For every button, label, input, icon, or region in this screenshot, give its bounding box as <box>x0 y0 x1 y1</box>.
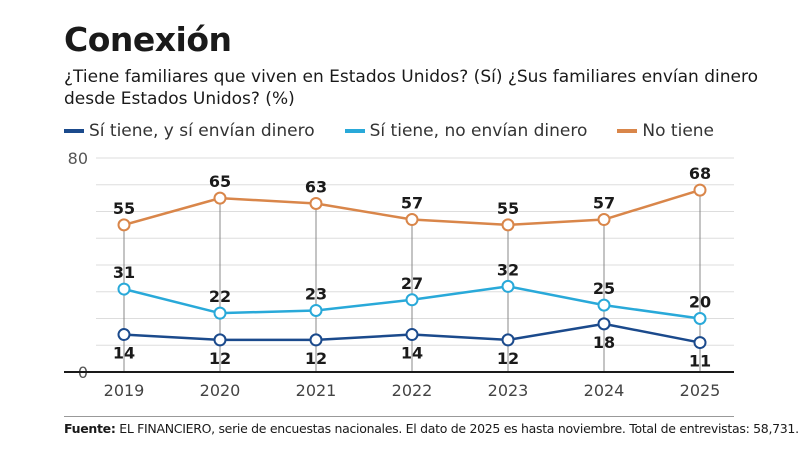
data-point <box>117 218 131 232</box>
x-tick-label: 2019 <box>104 381 145 400</box>
data-label: 12 <box>209 349 231 368</box>
data-point <box>309 303 323 317</box>
legend-label-no-send: Sí tiene, no envían dinero <box>369 121 588 141</box>
data-label: 12 <box>305 349 327 368</box>
source-text: EL FINANCIERO, serie de encuestas nacion… <box>115 421 799 436</box>
data-point <box>693 183 707 197</box>
x-tick-label: 2022 <box>392 381 433 400</box>
data-label: 55 <box>497 199 519 218</box>
data-label: 20 <box>689 293 711 312</box>
data-label: 55 <box>113 199 135 218</box>
data-label: 63 <box>305 177 327 196</box>
data-label: 65 <box>209 172 231 191</box>
x-tick-label: 2021 <box>296 381 337 400</box>
data-label: 14 <box>113 344 135 363</box>
data-point <box>501 333 515 347</box>
data-label: 11 <box>689 352 711 371</box>
footer-divider <box>64 416 734 417</box>
source-label: Fuente: <box>64 421 116 436</box>
legend-item-send-money: Sí tiene, y sí envían dinero <box>64 121 315 141</box>
data-label: 31 <box>113 263 135 282</box>
legend-item-no-family: No tiene <box>617 121 714 141</box>
data-point <box>309 196 323 210</box>
x-tick-label: 2023 <box>488 381 529 400</box>
legend-item-no-send: Sí tiene, no envían dinero <box>344 121 588 141</box>
data-point <box>405 293 419 307</box>
data-point <box>405 328 419 342</box>
data-label: 12 <box>497 349 519 368</box>
data-point <box>117 282 131 296</box>
y-tick-label: 80 <box>68 149 88 168</box>
data-label: 23 <box>305 284 327 303</box>
data-point <box>213 333 227 347</box>
legend-label-no-family: No tiene <box>642 121 715 141</box>
data-point <box>213 306 227 320</box>
legend-label-send-money: Sí tiene, y sí envían dinero <box>89 121 315 141</box>
data-label: 68 <box>689 164 711 183</box>
data-label: 32 <box>497 260 519 279</box>
x-tick-label: 2020 <box>200 381 241 400</box>
data-label: 14 <box>401 344 423 363</box>
data-point <box>597 298 611 312</box>
x-tick-label: 2024 <box>584 381 625 400</box>
data-label: 25 <box>593 279 615 298</box>
data-point <box>693 312 707 325</box>
data-label: 22 <box>209 287 231 306</box>
data-point <box>405 213 419 227</box>
legend-swatch-no-send <box>344 129 365 133</box>
data-point <box>597 317 611 331</box>
data-point <box>693 336 707 350</box>
data-point <box>597 213 611 227</box>
data-label: 18 <box>593 333 615 352</box>
data-point <box>501 279 515 293</box>
x-tick-label: 2025 <box>680 381 721 400</box>
source-note: Fuente: EL FINANCIERO, serie de encuesta… <box>64 421 799 436</box>
data-label: 57 <box>401 194 423 213</box>
data-point <box>117 328 131 342</box>
data-point <box>501 218 515 232</box>
data-label: 57 <box>593 194 615 213</box>
data-point <box>213 191 227 205</box>
legend-swatch-no-family <box>617 129 638 133</box>
data-label: 27 <box>401 274 423 293</box>
legend: Sí tiene, y sí envían dinero Sí tiene, n… <box>64 121 744 141</box>
chart-subtitle: ¿Tiene familiares que viven en Estados U… <box>64 67 758 109</box>
chart-title: Conexión <box>64 20 232 59</box>
legend-swatch-send-money <box>64 129 84 133</box>
data-point <box>309 333 323 347</box>
